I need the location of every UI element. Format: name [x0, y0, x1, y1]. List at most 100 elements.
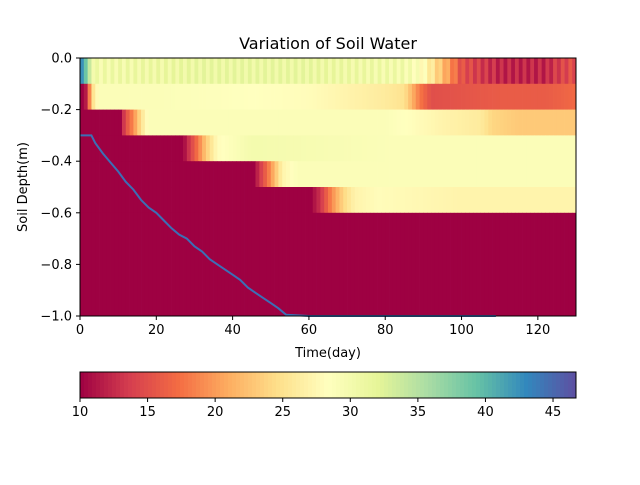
heatmap-cell — [83, 58, 88, 85]
heatmap-cell — [240, 161, 245, 188]
heatmap-cell — [556, 58, 562, 85]
colorbar-swatch — [232, 372, 237, 398]
heatmap-cell — [121, 187, 127, 214]
heatmap-cell — [91, 187, 96, 214]
heatmap-cell — [553, 135, 558, 162]
heatmap-cell — [343, 58, 348, 85]
heatmap-cell — [476, 58, 481, 85]
heatmap-cell — [152, 109, 157, 136]
heatmap-cell — [564, 187, 569, 214]
heatmap-cell — [144, 109, 150, 136]
x-tick-label: 100 — [449, 323, 474, 338]
colorbar-swatch — [548, 372, 553, 398]
colorbar-swatch — [352, 372, 357, 398]
heatmap-cell — [156, 161, 161, 188]
heatmap-cell — [492, 83, 497, 110]
heatmap-cell — [133, 109, 138, 136]
heatmap-cell — [450, 58, 455, 85]
heatmap-cell — [274, 161, 279, 188]
heatmap-cell — [91, 212, 96, 317]
heatmap-cell — [484, 109, 489, 136]
heatmap-cell — [518, 109, 523, 136]
heatmap-cell — [282, 83, 287, 110]
heatmap-cell — [514, 187, 520, 214]
heatmap-cell — [556, 135, 562, 162]
heatmap-cell — [411, 135, 417, 162]
heatmap-cell — [270, 83, 275, 110]
heatmap-cell — [320, 83, 325, 110]
heatmap-cell — [171, 187, 176, 214]
heatmap-cell — [83, 212, 88, 317]
heatmap-cell — [335, 161, 340, 188]
heatmap-cell — [167, 109, 172, 136]
heatmap-cell — [87, 212, 92, 317]
colorbar-swatch — [372, 372, 377, 398]
heatmap-cell — [312, 58, 317, 85]
heatmap-cell — [286, 135, 291, 162]
heatmap-cell — [106, 83, 111, 110]
heatmap-cell — [282, 161, 287, 188]
heatmap-cell — [255, 187, 260, 214]
heatmap-cell — [224, 135, 230, 162]
heatmap-cell — [251, 187, 256, 214]
heatmap-cell — [190, 212, 195, 317]
heatmap-cell — [522, 83, 527, 110]
heatmap-cell — [198, 83, 203, 110]
heatmap-cell — [289, 83, 295, 110]
heatmap-cell — [404, 161, 409, 188]
heatmap-cell — [183, 135, 188, 162]
heatmap-cell — [511, 161, 516, 188]
heatmap-cell — [507, 83, 512, 110]
heatmap-cell — [282, 135, 287, 162]
heatmap-cell — [247, 109, 253, 136]
heatmap-cell — [522, 135, 527, 162]
colorbar-frame — [79, 371, 577, 399]
heatmap-cell — [259, 109, 264, 136]
heatmap-cell — [213, 187, 218, 214]
heatmap-cell — [480, 83, 485, 110]
heatmap-cell — [419, 212, 424, 317]
heatmap-cell — [389, 212, 394, 317]
heatmap-cell — [110, 58, 115, 85]
heatmap-cell — [431, 135, 436, 162]
heatmap-cell — [423, 212, 428, 317]
heatmap-cell — [259, 83, 264, 110]
heatmap-cell — [80, 161, 85, 188]
heatmap-cell — [366, 212, 371, 317]
heatmap-cell — [381, 212, 386, 317]
heatmap-cell — [228, 212, 233, 317]
heatmap-cell — [163, 212, 169, 317]
heatmap-cell — [438, 83, 443, 110]
heatmap-cell — [438, 58, 443, 85]
heatmap-cell — [335, 58, 340, 85]
heatmap-cell — [377, 161, 382, 188]
heatmap-cell — [179, 58, 184, 85]
heatmap-cell — [293, 58, 298, 85]
heatmap-cell — [156, 187, 161, 214]
heatmap-cell — [507, 212, 512, 317]
heatmap-cell — [251, 58, 256, 85]
heatmap-cell — [148, 212, 153, 317]
heatmap-cell — [244, 83, 249, 110]
heatmap-cell — [568, 109, 573, 136]
heatmap-cell — [453, 58, 459, 85]
heatmap-cell — [514, 161, 520, 188]
heatmap-cell — [568, 187, 573, 214]
heatmap-cell — [541, 212, 546, 317]
heatmap-cell — [274, 135, 279, 162]
colorbar-swatch — [152, 372, 157, 398]
heatmap-cell — [446, 135, 451, 162]
heatmap-cell — [163, 135, 169, 162]
heatmap-cell — [362, 109, 367, 136]
heatmap-cell — [118, 212, 123, 317]
colorbar-swatch — [268, 372, 273, 398]
heatmap-cell — [389, 161, 394, 188]
colorbar-swatch — [540, 372, 545, 398]
heatmap-cell — [129, 135, 134, 162]
heatmap-cell — [152, 212, 157, 317]
heatmap-cell — [251, 212, 256, 317]
heatmap-cell — [423, 161, 428, 188]
heatmap-cell — [400, 109, 405, 136]
heatmap-cell — [194, 161, 199, 188]
heatmap-cell — [305, 212, 310, 317]
